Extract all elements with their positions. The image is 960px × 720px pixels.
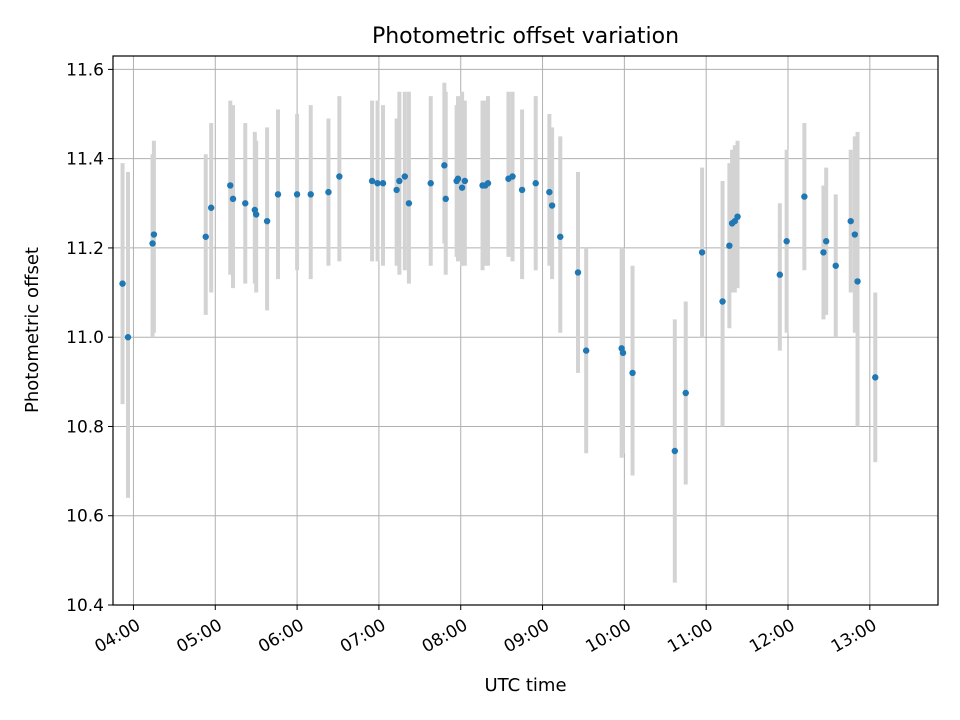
- data-point: [379, 180, 387, 187]
- data-point: [454, 175, 462, 182]
- data-point: [518, 186, 526, 194]
- data-point: [671, 447, 679, 455]
- data-point: [442, 195, 449, 203]
- data-point: [207, 204, 215, 211]
- data-point: [698, 249, 706, 256]
- data-point: [263, 217, 271, 225]
- data-point: [461, 177, 469, 185]
- data-point: [820, 249, 827, 256]
- data-point: [726, 242, 733, 249]
- point-layer: [119, 162, 879, 455]
- data-point: [629, 369, 636, 377]
- data-point: [776, 271, 784, 278]
- data-point: [872, 374, 879, 381]
- data-point: [325, 188, 332, 196]
- data-point: [484, 180, 492, 187]
- data-point: [851, 231, 859, 238]
- data-point: [801, 193, 808, 200]
- data-point: [847, 217, 854, 225]
- x-axis-label: UTC time: [484, 675, 566, 696]
- data-point: [401, 173, 409, 180]
- y-tick-label: 11.0: [66, 328, 104, 348]
- data-point: [854, 278, 861, 285]
- data-point: [150, 231, 158, 238]
- data-point: [734, 213, 741, 220]
- data-point: [274, 191, 282, 198]
- data-point: [252, 211, 260, 218]
- data-point: [396, 177, 403, 185]
- data-point: [393, 186, 400, 194]
- data-point: [227, 182, 234, 189]
- data-point: [293, 191, 301, 198]
- data-point: [582, 347, 590, 354]
- y-tick-label: 10.4: [66, 596, 104, 616]
- data-point: [368, 177, 376, 185]
- axes-frame: [112, 55, 939, 606]
- data-point: [441, 162, 448, 169]
- data-point: [546, 188, 553, 196]
- y-axis-label: Photometric offset: [22, 247, 43, 413]
- data-point: [619, 349, 627, 357]
- data-point: [124, 333, 132, 341]
- y-tick-label: 10.8: [66, 417, 104, 437]
- data-point: [374, 180, 381, 187]
- data-point: [548, 202, 556, 209]
- data-point: [149, 240, 156, 247]
- data-point: [509, 173, 516, 180]
- data-point: [229, 195, 237, 203]
- data-point: [557, 233, 564, 240]
- data-point: [307, 191, 314, 198]
- data-point: [202, 233, 209, 240]
- data-point: [832, 262, 839, 269]
- y-tick-label: 11.4: [66, 150, 104, 170]
- y-tick-label: 11.2: [66, 239, 104, 259]
- data-point: [719, 298, 726, 305]
- data-point: [574, 269, 582, 276]
- data-point: [532, 180, 539, 187]
- data-point: [682, 389, 689, 397]
- data-point: [405, 200, 413, 207]
- y-tick-label: 11.6: [66, 60, 104, 80]
- data-point: [783, 238, 790, 245]
- data-point: [119, 280, 126, 287]
- data-point: [427, 180, 434, 187]
- data-point: [458, 184, 466, 191]
- chart-title: Photometric offset variation: [372, 24, 679, 49]
- data-point: [479, 182, 486, 189]
- data-point: [822, 238, 830, 245]
- y-tick-label: 10.6: [66, 507, 104, 527]
- data-point: [242, 200, 249, 207]
- data-point: [336, 173, 343, 180]
